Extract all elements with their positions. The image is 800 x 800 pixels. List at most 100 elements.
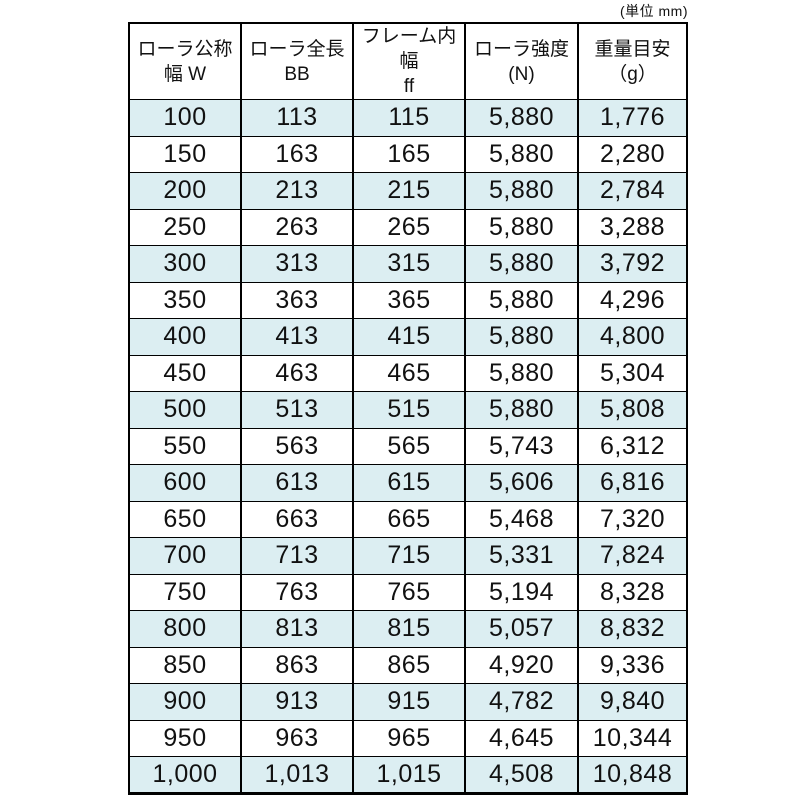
table-cell: 5,194 <box>464 573 579 612</box>
table-cell: 6,816 <box>577 464 688 502</box>
table-cell: 150 <box>128 135 242 174</box>
table-cell: 10,344 <box>577 719 688 758</box>
table-cell: 3,288 <box>577 208 688 247</box>
table-cell: 5,743 <box>464 427 579 466</box>
table-cell: 863 <box>240 646 354 685</box>
table-cell: 763 <box>240 573 354 612</box>
table-cell: 113 <box>240 99 354 137</box>
table-cell: 750 <box>128 573 242 612</box>
table-cell: 850 <box>128 646 242 685</box>
table-cell: 8,832 <box>577 610 688 648</box>
table-cell: 950 <box>128 719 242 758</box>
table-cell: 865 <box>352 646 466 685</box>
table-cell: 665 <box>352 500 466 539</box>
table-cell: 515 <box>352 391 466 429</box>
table-cell: 813 <box>240 610 354 648</box>
table-cell: 5,880 <box>464 135 579 174</box>
table-row: 550 563 565 5,743 6,312 <box>128 427 688 466</box>
table-cell: 563 <box>240 427 354 466</box>
table-cell: 700 <box>128 537 242 575</box>
table-row: 100 113 115 5,880 1,776 <box>128 99 688 137</box>
table-cell: 663 <box>240 500 354 539</box>
table-cell: 213 <box>240 172 354 210</box>
table-cell: 5,304 <box>577 354 688 393</box>
table-cell: 4,920 <box>464 646 579 685</box>
column-header-line: (N) <box>508 63 535 85</box>
table-cell: 100 <box>128 99 242 137</box>
table-row: 700 713 715 5,331 7,824 <box>128 537 688 575</box>
table-row: 800 813 815 5,057 8,832 <box>128 610 688 648</box>
table-cell: 4,645 <box>464 719 579 758</box>
table-cell: 1,000 <box>128 756 242 794</box>
table-cell: 715 <box>352 537 466 575</box>
column-header: 重量目安 （g） <box>577 22 688 101</box>
table-cell: 4,800 <box>577 318 688 356</box>
table-cell: 3,792 <box>577 245 688 283</box>
table-cell: 9,336 <box>577 646 688 685</box>
table-cell: 4,296 <box>577 281 688 320</box>
table-cell: 765 <box>352 573 466 612</box>
table-cell: 5,880 <box>464 281 579 320</box>
table-cell: 965 <box>352 719 466 758</box>
table-cell: 963 <box>240 719 354 758</box>
table-cell: 7,320 <box>577 500 688 539</box>
table-row: 600 613 615 5,606 6,816 <box>128 464 688 502</box>
table-cell: 5,880 <box>464 208 579 247</box>
table-cell: 265 <box>352 208 466 247</box>
table-row: 150 163 165 5,880 2,280 <box>128 135 688 174</box>
table-cell: 4,508 <box>464 756 579 794</box>
table-row: 1,000 1,013 1,015 4,508 10,848 <box>128 756 688 794</box>
column-header-line: ローラ公称 <box>137 38 233 60</box>
column-header: ローラ公称幅 W <box>128 22 242 101</box>
table-cell: 800 <box>128 610 242 648</box>
column-header: ローラ強度 (N) <box>464 22 579 101</box>
table-header: ローラ公称幅 W ローラ全長 BB フレーム内幅 ff ローラ強度 (N) 重量目安 （g） <box>128 22 688 101</box>
table-cell: 2,784 <box>577 172 688 210</box>
table-cell: 313 <box>240 245 354 283</box>
table-cell: 5,880 <box>464 318 579 356</box>
table-cell: 300 <box>128 245 242 283</box>
table-cell: 5,606 <box>464 464 579 502</box>
roller-spec-table: ローラ公称幅 W ローラ全長 BB フレーム内幅 ff ローラ強度 (N) 重量目安 （g） 1… <box>128 22 688 795</box>
table-cell: 900 <box>128 683 242 721</box>
table-row: 850 863 865 4,920 9,336 <box>128 646 688 685</box>
table-cell: 615 <box>352 464 466 502</box>
table-cell: 815 <box>352 610 466 648</box>
table-body: 100 113 115 5,880 1,776 150 163 165 5,880 2,280 20… <box>128 99 688 794</box>
table-cell: 500 <box>128 391 242 429</box>
table-cell: 713 <box>240 537 354 575</box>
column-header-line: （g） <box>608 63 657 85</box>
table-row: 200 213 215 5,880 2,784 <box>128 172 688 210</box>
table-row: 300 313 315 5,880 3,792 <box>128 245 688 283</box>
column-header-line: 重量目安 <box>594 38 671 60</box>
table-cell: 6,312 <box>577 427 688 466</box>
table-cell: 650 <box>128 500 242 539</box>
table-row: 950 963 965 4,645 10,344 <box>128 719 688 758</box>
column-header-line: ff <box>403 76 415 98</box>
table-cell: 263 <box>240 208 354 247</box>
table-cell: 415 <box>352 318 466 356</box>
table-cell: 200 <box>128 172 242 210</box>
column-header-line: ローラ強度 <box>473 38 569 60</box>
column-header: フレーム内幅 ff <box>352 22 466 101</box>
column-header-line: フレーム内幅 <box>361 26 457 73</box>
table-cell: 163 <box>240 135 354 174</box>
table-cell: 550 <box>128 427 242 466</box>
table-cell: 400 <box>128 318 242 356</box>
table-cell: 10,848 <box>577 756 688 794</box>
table-cell: 1,015 <box>352 756 466 794</box>
table-row: 400 413 415 5,880 4,800 <box>128 318 688 356</box>
table-row: 750 763 765 5,194 8,328 <box>128 573 688 612</box>
table-cell: 565 <box>352 427 466 466</box>
table-cell: 2,280 <box>577 135 688 174</box>
table-cell: 5,880 <box>464 354 579 393</box>
table-cell: 365 <box>352 281 466 320</box>
table-cell: 613 <box>240 464 354 502</box>
table-cell: 463 <box>240 354 354 393</box>
table-cell: 1,013 <box>240 756 354 794</box>
table-cell: 363 <box>240 281 354 320</box>
table-cell: 915 <box>352 683 466 721</box>
table-cell: 4,782 <box>464 683 579 721</box>
table-cell: 5,880 <box>464 391 579 429</box>
